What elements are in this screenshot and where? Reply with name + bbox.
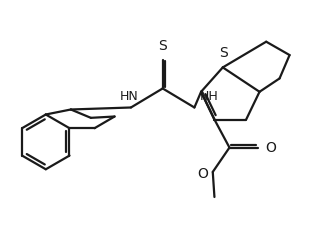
Text: methyl: methyl: [220, 196, 224, 197]
Text: methyl: methyl: [209, 203, 214, 204]
Text: HN: HN: [120, 91, 139, 104]
Text: O: O: [197, 167, 208, 181]
Text: NH: NH: [199, 91, 218, 104]
Text: O: O: [265, 141, 276, 155]
Text: S: S: [219, 46, 228, 60]
Text: S: S: [158, 39, 167, 53]
